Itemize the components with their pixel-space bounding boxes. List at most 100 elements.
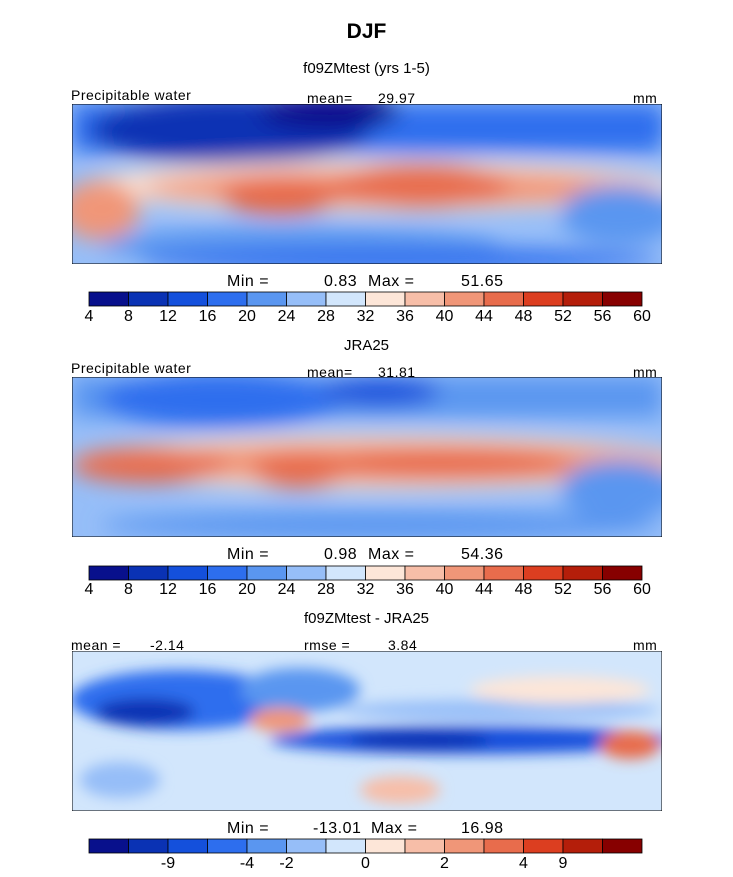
colorbar-2 (88, 565, 643, 581)
colorbar-2-tick: 20 (238, 581, 256, 598)
colorbar-1-tick: 40 (435, 308, 454, 325)
colorbar-1-tick: 4 (84, 308, 94, 325)
colorbar-1-tick: 56 (593, 308, 612, 325)
colorbar-1-cell-5 (246, 291, 287, 307)
colorbar-3-tick: -2 (279, 855, 294, 872)
colorbar-1-tick: 36 (396, 308, 414, 325)
colorbar-2-tick: 52 (554, 581, 572, 598)
panel-1-max-value: 51.65 (461, 273, 504, 290)
panel-1-min-label: Min = (227, 273, 270, 290)
colorbar-3-cell-4 (207, 838, 248, 854)
colorbar-3-cell-9 (404, 838, 445, 854)
panel-1-variable: Precipitable water (71, 87, 192, 103)
colorbar-2-tick: 60 (633, 581, 651, 598)
panel-3-rmse-label: rmse = (304, 637, 351, 653)
panel-2-map (72, 377, 662, 537)
colorbar-2-cell-2 (128, 565, 169, 581)
panel-3-min-value: -13.01 (313, 820, 362, 837)
panel-3-max-label: Max = (371, 820, 418, 837)
colorbar-2-cell-8 (365, 565, 406, 581)
panel-1-mean-label: mean= (307, 90, 353, 106)
panel-2-variable: Precipitable water (71, 360, 192, 376)
colorbar-3-cell-8 (365, 838, 406, 854)
colorbar-2-tick: 16 (198, 581, 217, 598)
colorbar-3-cell-14 (602, 838, 643, 854)
panel-2-min-label: Min = (227, 546, 270, 563)
colorbar-3-cell-11 (483, 838, 524, 854)
colorbar-1-tick: 48 (514, 308, 533, 325)
panel-2-max-value: 54.36 (461, 546, 504, 563)
panel-2-max-label: Max = (368, 546, 415, 563)
colorbar-3-cell-3 (167, 838, 208, 854)
colorbar-2-tick: 44 (475, 581, 493, 598)
colorbar-1-cell-13 (562, 291, 603, 307)
panel-3-max-value: 16.98 (461, 820, 504, 837)
colorbar-1-cell-10 (444, 291, 485, 307)
panel-3-map (72, 651, 662, 811)
colorbar-2-cell-3 (167, 565, 208, 581)
panel-1-min-value: 0.83 (324, 273, 358, 290)
panel-2-min-value: 0.98 (324, 546, 358, 563)
colorbar-2-tick: 24 (277, 581, 296, 598)
colorbar-1-cell-3 (167, 291, 208, 307)
colorbar-2-tick: 4 (84, 581, 94, 598)
colorbar-1-cell-14 (602, 291, 643, 307)
colorbar-1-tick: 28 (317, 308, 335, 325)
colorbar-2-cell-13 (562, 565, 603, 581)
colorbar-3-cell-13 (562, 838, 603, 854)
colorbar-2-tick: 40 (435, 581, 454, 598)
colorbar-2-cell-5 (246, 565, 287, 581)
colorbar-1-cell-9 (404, 291, 445, 307)
panel-2-units: mm (633, 364, 658, 380)
colorbar-2-tick: 36 (396, 581, 414, 598)
colorbar-3-tick: 2 (440, 855, 449, 872)
colorbar-1-cell-2 (128, 291, 169, 307)
colorbar-2-tick: 8 (124, 581, 133, 598)
colorbar-2-cell-14 (602, 565, 643, 581)
colorbar-1 (88, 291, 643, 307)
panel-3-rmse-value: 3.84 (388, 637, 418, 653)
panel-3-title: f09ZMtest - JRA25 (303, 610, 430, 627)
panel-2-mean-label: mean= (307, 364, 353, 380)
colorbar-3-cell-12 (523, 838, 564, 854)
colorbar-1-cell-11 (483, 291, 524, 307)
colorbar-3-cell-1 (88, 838, 129, 854)
colorbar-1-tick: 12 (159, 308, 177, 325)
colorbar-1-tick: 20 (238, 308, 256, 325)
colorbar-1-cell-8 (365, 291, 406, 307)
colorbar-2-tick: 48 (514, 581, 533, 598)
colorbar-1-tick: 32 (356, 308, 375, 325)
colorbar-1-tick: 60 (633, 308, 651, 325)
colorbar-1-tick: 16 (198, 308, 217, 325)
colorbar-1-cell-12 (523, 291, 564, 307)
colorbar-3-tick: 4 (519, 855, 528, 872)
colorbar-3-cell-10 (444, 838, 485, 854)
colorbar-3 (88, 838, 643, 854)
colorbar-2-cell-11 (483, 565, 524, 581)
colorbar-2-cell-4 (207, 565, 248, 581)
panel-1-units: mm (633, 90, 658, 106)
colorbar-1-cell-4 (207, 291, 248, 307)
panel-1-mean-value: 29.97 (378, 90, 416, 106)
colorbar-1-cell-7 (325, 291, 366, 307)
colorbar-1-tick: 24 (277, 308, 296, 325)
colorbar-2-cell-6 (286, 565, 327, 581)
colorbar-3-cell-2 (128, 838, 169, 854)
colorbar-2-cell-10 (444, 565, 485, 581)
colorbar-2-tick: 32 (356, 581, 375, 598)
colorbar-2-tick: 56 (593, 581, 612, 598)
colorbar-1-cell-6 (286, 291, 327, 307)
panel-3-min-label: Min = (227, 820, 270, 837)
colorbar-3-tick: 0 (361, 855, 370, 872)
colorbar-2-cell-12 (523, 565, 564, 581)
panel-1-map (72, 104, 662, 264)
panel-3-units: mm (633, 637, 658, 653)
colorbar-3-tick: 9 (558, 855, 568, 872)
colorbar-2-tick: 12 (159, 581, 177, 598)
colorbar-3-cell-7 (325, 838, 366, 854)
panel-2-mean-value: 31.81 (378, 364, 416, 380)
colorbar-1-cell-1 (88, 291, 129, 307)
colorbar-2-tick: 28 (317, 581, 335, 598)
colorbar-3-tick: -9 (160, 855, 176, 872)
